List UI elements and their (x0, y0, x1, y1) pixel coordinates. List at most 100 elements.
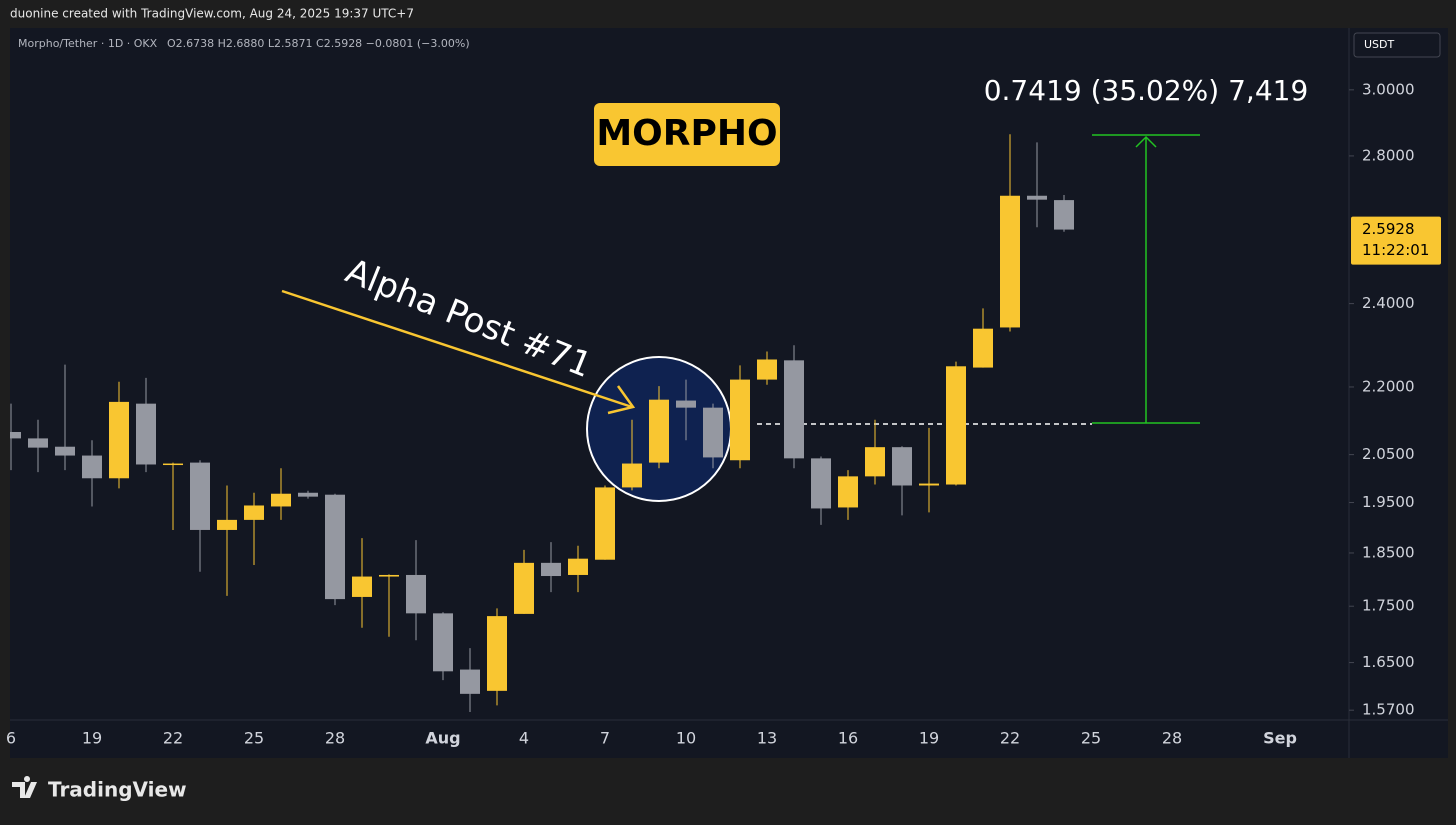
x-tick-label: 25 (1081, 729, 1101, 748)
currency: USDT (1364, 38, 1395, 51)
y-tick-label: 1.6500 (1362, 653, 1415, 671)
candle (28, 419, 48, 473)
y-tick-label: 3.0000 (1362, 80, 1415, 98)
candle (892, 446, 912, 516)
candle (730, 365, 750, 469)
candle (757, 351, 777, 385)
candle-body (163, 463, 183, 466)
y-tick-label: 2.8000 (1362, 146, 1415, 164)
x-tick-label: 7 (600, 729, 610, 748)
candle-body (28, 438, 48, 448)
candle (190, 460, 210, 572)
candle-body (838, 476, 858, 508)
candle-body (973, 328, 993, 368)
y-tick-label: 2.0500 (1362, 445, 1415, 463)
x-tick-label: 4 (519, 729, 529, 748)
candle-body (136, 403, 156, 465)
candle-body (433, 613, 453, 672)
countdown: 11:22:01 (1362, 241, 1429, 259)
last-price-box (1351, 216, 1441, 265)
header: duonine created with TradingView.com, Au… (10, 7, 414, 21)
candle (703, 403, 723, 469)
candle (514, 549, 534, 614)
plot-area (10, 134, 1092, 713)
x-tick-label: Aug (425, 729, 460, 748)
y-tick-label: 1.8500 (1362, 543, 1415, 561)
candle (946, 361, 966, 486)
y-tick-label: 1.5700 (1362, 701, 1415, 719)
candle (352, 538, 372, 628)
candle (784, 345, 804, 469)
candle-body (892, 447, 912, 486)
x-tick-label: 28 (1162, 729, 1182, 748)
candle-body (190, 462, 210, 530)
candle (325, 493, 345, 606)
candle-body (703, 407, 723, 458)
candle-body (244, 505, 264, 520)
candle-body (271, 493, 291, 507)
currency-box[interactable] (1353, 32, 1441, 58)
candle-body (784, 360, 804, 459)
candle (595, 485, 615, 560)
candle-body (10, 431, 21, 439)
candle-body (82, 455, 102, 479)
candle-body (730, 379, 750, 461)
candle (271, 468, 291, 520)
candle (487, 608, 507, 706)
candle-body (1000, 195, 1020, 328)
candle (136, 377, 156, 473)
x-tick-label: 22 (1000, 729, 1020, 748)
candle (82, 440, 102, 507)
candle-body (487, 616, 507, 691)
candle-body (865, 447, 885, 477)
x-tick-label: 28 (325, 729, 345, 748)
candle (973, 308, 993, 368)
candle-body (757, 359, 777, 380)
logo[interactable]: TradingView (12, 776, 187, 802)
candle (1027, 142, 1047, 228)
candle (1054, 195, 1074, 232)
candle (217, 485, 237, 596)
candle-body (352, 576, 372, 597)
candle-body (811, 458, 831, 509)
candle-body (460, 669, 480, 694)
candle-body (217, 519, 237, 530)
candle (163, 462, 183, 530)
badge-box (594, 103, 780, 166)
candle (433, 612, 453, 681)
candle (379, 574, 399, 637)
x-tick-label: 10 (676, 729, 696, 748)
candle-body (622, 463, 642, 488)
candle-body (109, 401, 129, 479)
candles (10, 134, 1074, 713)
candle (838, 470, 858, 520)
arrow (281, 289, 636, 415)
candle (919, 427, 939, 513)
candle-body (298, 492, 318, 497)
x-tick-label: 19 (919, 729, 939, 748)
candle (811, 456, 831, 525)
y-tick-label: 1.9500 (1362, 493, 1415, 511)
candle-body (1054, 200, 1074, 230)
badge: MORPHO (596, 113, 777, 154)
last-price-label: 2.5928 11:22:01 (1351, 216, 1441, 265)
candle-body (946, 366, 966, 485)
candle (622, 419, 642, 491)
candle (541, 542, 561, 593)
candle (10, 403, 21, 471)
candle-body (514, 562, 534, 614)
x-tick-label: 6 (6, 729, 16, 748)
candle (676, 379, 696, 441)
candle-body (55, 446, 75, 456)
brand: TradingView (48, 778, 187, 802)
x-tick-label: Sep (1263, 729, 1297, 748)
x-tick-label: 13 (757, 729, 777, 748)
candle (568, 545, 588, 593)
ohlc-summary: O2.6738 H2.6880 L2.5871 C2.5928 −0.0801 … (167, 37, 470, 50)
candle (244, 492, 264, 565)
y-tick-label: 2.2000 (1362, 377, 1415, 395)
candle (109, 381, 129, 489)
y-tick-label: 2.4000 (1362, 294, 1415, 312)
measure-tool (1092, 134, 1200, 424)
